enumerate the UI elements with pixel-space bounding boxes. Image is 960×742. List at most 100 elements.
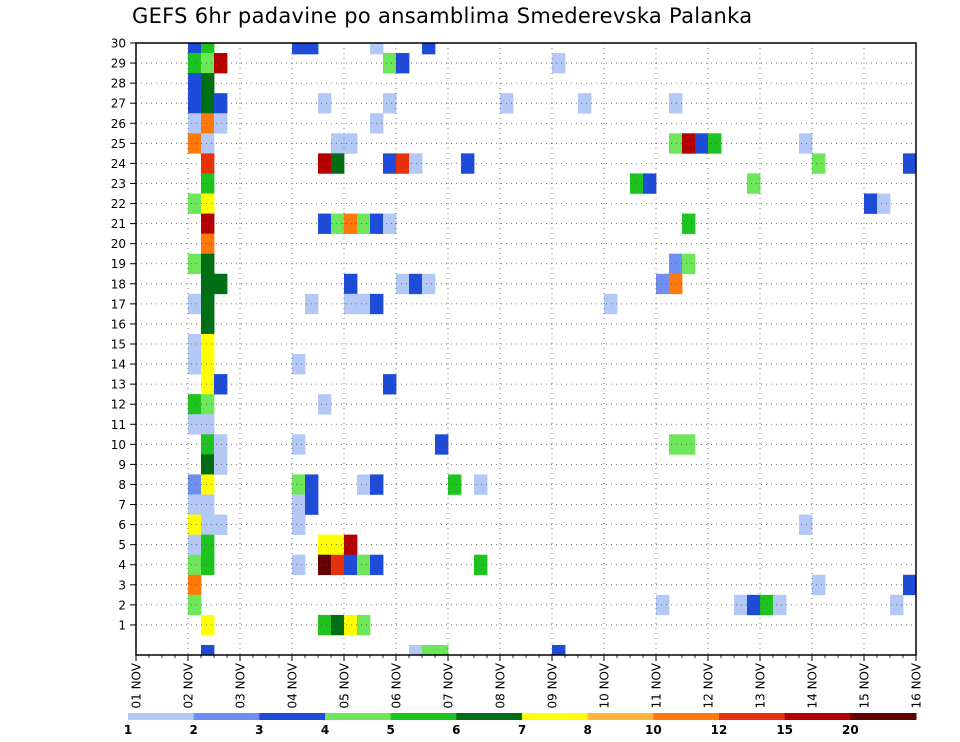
x-tick-label: 14 NOV — [806, 662, 820, 708]
precip-cell — [201, 494, 215, 515]
precip-cell — [214, 273, 228, 295]
precip-cell — [682, 213, 696, 234]
y-tick-label: 7 — [118, 498, 126, 512]
colorbar: 1 2 3 4 5 6 7 8 10 12 15 20 — [124, 713, 917, 737]
colorbar-label: 4 — [321, 723, 329, 737]
precip-cell — [773, 594, 787, 616]
precip-cell — [383, 374, 397, 395]
precip-cell — [318, 213, 332, 234]
y-tick-label: 14 — [111, 358, 126, 372]
colorbar-swatch — [784, 713, 851, 720]
colorbar-label: 10 — [645, 723, 662, 737]
precip-cell — [188, 354, 202, 375]
precip-cell — [669, 253, 683, 275]
precip-cell — [188, 73, 202, 94]
colorbar-swatch — [390, 713, 457, 720]
colorbar-label: 6 — [452, 723, 460, 737]
y-tick-label: 19 — [111, 257, 126, 271]
precip-cell — [461, 153, 475, 174]
precip-cell — [292, 43, 306, 55]
precip-cell — [448, 474, 462, 495]
y-tick-label: 3 — [118, 578, 126, 592]
precip-cell — [396, 153, 410, 174]
colorbar-label: 12 — [711, 723, 728, 737]
y-tick-label: 15 — [111, 338, 126, 352]
grid-lines — [136, 43, 916, 655]
precip-cell — [201, 273, 215, 295]
y-tick-label: 16 — [111, 317, 126, 331]
precip-cell — [201, 514, 215, 535]
precip-cell — [201, 43, 215, 55]
precip-cell — [708, 133, 722, 154]
precip-cell — [383, 93, 397, 114]
x-tick-label: 16 NOV — [910, 662, 924, 708]
precip-cell — [214, 434, 228, 455]
precip-cell — [201, 213, 215, 234]
precip-cell — [331, 534, 345, 555]
precip-cell — [643, 173, 657, 194]
precip-cell — [474, 554, 488, 576]
precip-cell — [383, 213, 397, 234]
precip-cell — [331, 153, 345, 174]
precip-cell — [292, 434, 306, 455]
precip-cell — [201, 374, 215, 395]
colorbar-swatch — [128, 713, 195, 720]
precip-cell — [318, 394, 332, 415]
colorbar-swatch — [456, 713, 523, 720]
precip-cell — [383, 153, 397, 174]
colorbar-swatch — [587, 713, 654, 720]
colorbar-label: 5 — [386, 723, 394, 737]
precip-cell — [188, 253, 202, 275]
precip-cell — [292, 474, 306, 495]
y-tick-label: 22 — [111, 197, 126, 211]
precip-cell — [188, 53, 202, 74]
precip-cell — [357, 554, 371, 576]
precip-cell — [734, 594, 748, 616]
y-tick-label: 17 — [111, 297, 126, 311]
y-tick-label: 26 — [111, 117, 126, 131]
precip-cell — [357, 614, 371, 636]
precip-cell — [318, 614, 332, 636]
precip-cell — [188, 113, 202, 134]
precip-cell — [188, 93, 202, 114]
y-tick-label: 30 — [111, 37, 126, 51]
precip-cell — [214, 113, 228, 134]
precip-cell — [357, 293, 371, 315]
precip-cell — [201, 434, 215, 455]
precip-cell — [877, 193, 891, 214]
y-tick-label: 20 — [111, 237, 126, 251]
precip-cell — [344, 293, 358, 315]
x-axis-ticks: 01 NOV 02 NOV 03 NOV 04 NOV 05 NOV 06 NOV 07 N… — [130, 655, 924, 709]
precip-cell — [318, 534, 332, 555]
precip-cell — [318, 153, 332, 174]
colorbar-label: 7 — [518, 723, 526, 737]
precip-cell — [864, 193, 878, 214]
precip-cell — [669, 273, 683, 295]
precip-cell — [396, 273, 410, 295]
precip-cells — [188, 43, 917, 656]
colorbar-swatch — [850, 713, 917, 720]
x-tick-label: 06 NOV — [390, 662, 404, 708]
precip-cell — [604, 293, 618, 315]
colorbar-label: 8 — [583, 723, 591, 737]
precip-cell — [812, 153, 826, 174]
precip-cell — [422, 645, 436, 656]
colorbar-swatch — [719, 713, 786, 720]
precip-cell — [201, 554, 215, 576]
precip-cell — [799, 133, 813, 154]
precip-cell — [292, 354, 306, 375]
y-tick-label: 2 — [118, 598, 126, 612]
precip-cell — [201, 113, 215, 134]
precip-cell — [188, 43, 202, 55]
x-tick-label: 04 NOV — [286, 662, 300, 708]
precip-cell — [188, 293, 202, 315]
precip-cell — [201, 173, 215, 194]
precip-cell — [188, 414, 202, 435]
chart-title: GEFS 6hr padavine po ansamblima Smederev… — [132, 4, 753, 28]
precip-cell — [344, 133, 358, 154]
y-axis-ticks: 1234567891011121314151617181920212223242… — [111, 37, 136, 632]
y-tick-label: 29 — [111, 57, 126, 71]
precip-cell — [188, 534, 202, 555]
precip-cell — [188, 133, 202, 154]
